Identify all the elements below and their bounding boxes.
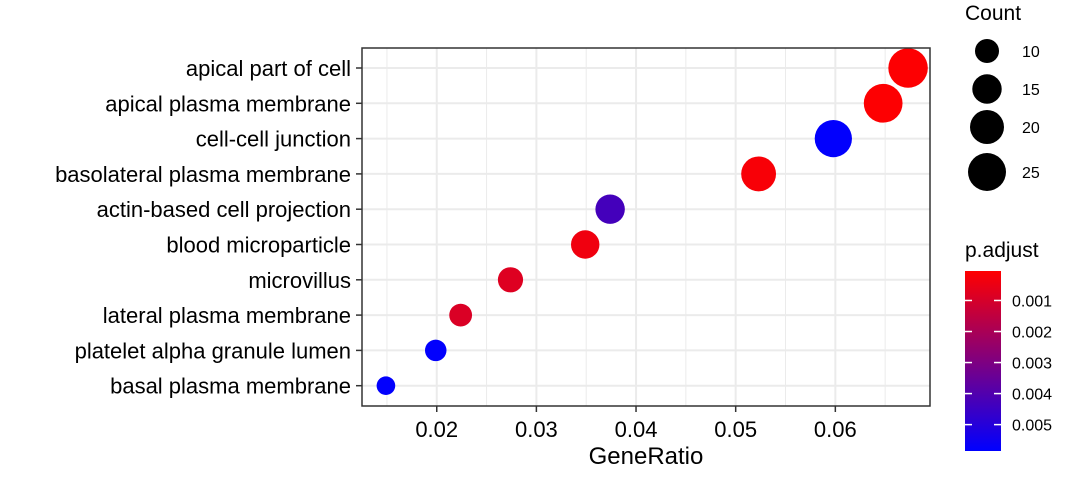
size-legend: Count 10 15 20 25 — [965, 2, 1040, 191]
size-legend-circle — [972, 74, 1002, 104]
x-tick-label: 0.03 — [515, 417, 558, 442]
x-axis-title: GeneRatio — [589, 443, 704, 470]
x-tick-label: 0.06 — [814, 417, 857, 442]
y-tick-label: apical part of cell — [186, 56, 351, 81]
data-point — [814, 119, 852, 158]
color-legend-label: 0.003 — [1012, 356, 1052, 373]
data-point — [741, 156, 777, 192]
color-legend-label: 0.001 — [1012, 293, 1052, 310]
y-tick-label: basal plasma membrane — [110, 374, 351, 399]
data-point — [424, 339, 447, 362]
data-points — [376, 48, 928, 396]
data-point — [888, 48, 928, 88]
x-tick-label: 0.04 — [615, 417, 658, 442]
y-axis: apical part of cell apical plasma membran… — [55, 56, 362, 399]
y-tick-label: actin-based cell projection — [97, 197, 351, 222]
data-point — [570, 230, 600, 259]
size-legend-label: 20 — [1022, 120, 1040, 137]
size-legend-label: 25 — [1022, 165, 1040, 182]
data-point — [863, 83, 903, 123]
size-legend-label: 10 — [1022, 44, 1040, 61]
y-tick-label: microvillus — [248, 268, 351, 293]
panel-border — [361, 47, 931, 407]
color-legend-label: 0.002 — [1012, 325, 1052, 342]
data-point — [497, 267, 524, 293]
size-legend-circle — [968, 153, 1006, 191]
y-tick-label: basolateral plasma membrane — [55, 162, 351, 187]
size-legend-circle — [974, 38, 1000, 64]
x-axis: 0.02 0.03 0.04 0.05 0.06 — [415, 406, 857, 442]
y-tick-label: cell-cell junction — [196, 127, 351, 152]
data-point — [376, 376, 396, 396]
size-legend-circle — [970, 110, 1004, 144]
data-point — [449, 303, 473, 327]
size-legend-title: Count — [965, 2, 1021, 25]
color-legend: p.adjust 0.001 0.002 0.003 0.004 0.005 — [965, 239, 1052, 451]
y-tick-label: apical plasma membrane — [105, 91, 351, 116]
x-tick-label: 0.05 — [714, 417, 757, 442]
y-tick-label: lateral plasma membrane — [103, 303, 351, 328]
grid — [362, 48, 930, 406]
color-legend-label: 0.004 — [1012, 387, 1052, 404]
data-point — [595, 194, 625, 224]
y-tick-label: platelet alpha granule lumen — [75, 338, 351, 363]
size-legend-label: 15 — [1022, 82, 1040, 99]
color-legend-label: 0.005 — [1012, 418, 1052, 435]
color-legend-title: p.adjust — [965, 239, 1039, 262]
x-tick-label: 0.02 — [415, 417, 458, 442]
y-tick-label: blood microparticle — [166, 233, 351, 258]
